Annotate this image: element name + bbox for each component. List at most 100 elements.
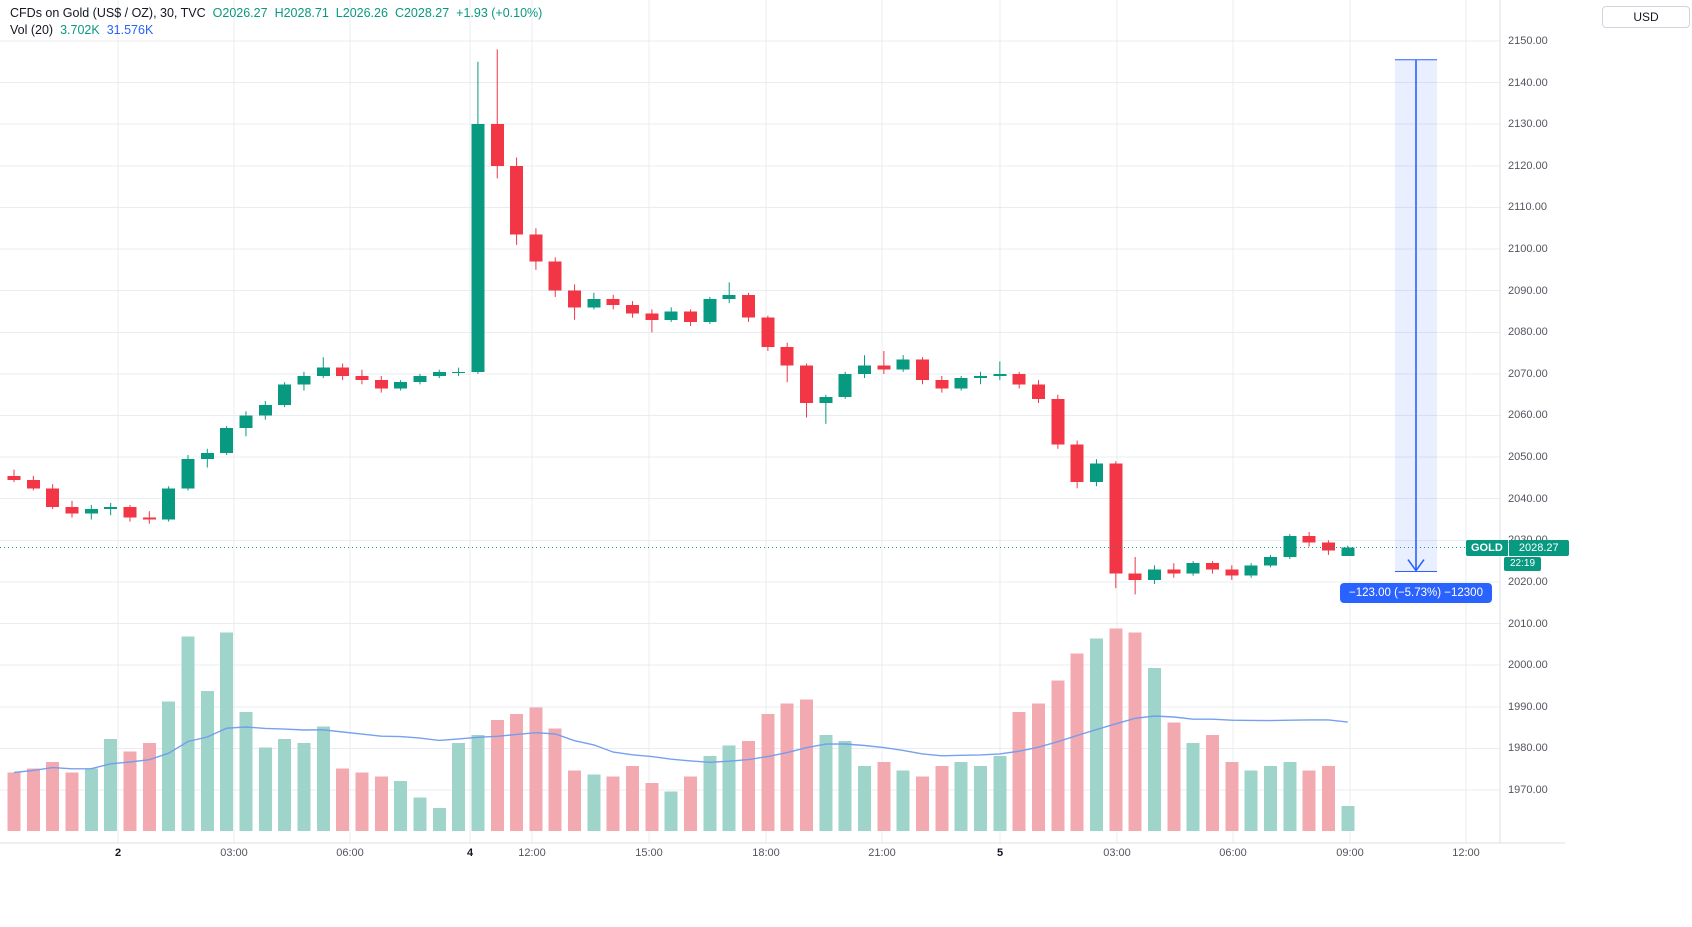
candle (26, 475, 40, 491)
measurement-tool[interactable] (1395, 59, 1437, 573)
candle (606, 294, 620, 310)
candle (355, 369, 369, 385)
candle (703, 296, 717, 324)
time-tick-label: 12:00 (1452, 847, 1480, 859)
candle (529, 228, 543, 270)
time-tick-label: 21:00 (868, 847, 896, 859)
candle (548, 257, 562, 297)
currency-button-label: USD (1633, 10, 1659, 24)
candle (220, 425, 234, 456)
candle (742, 292, 756, 322)
price-axis[interactable]: 2150.00 2140.00 2130.00 2120.00 2110.00 2100.… (1500, 0, 1565, 843)
volume-bar (26, 768, 40, 831)
volume-bar (452, 743, 466, 831)
volume-bar (1321, 766, 1335, 831)
price-tick-label: 2120.00 (1508, 159, 1548, 172)
candle (1341, 545, 1355, 556)
volume-bar (1225, 762, 1239, 831)
candle (645, 309, 659, 333)
time-tick-label: 09:00 (1336, 847, 1364, 859)
volume-bar (316, 726, 330, 831)
measurement-label[interactable]: −123.00 (−5.73%) −12300 (1340, 582, 1492, 603)
candle (761, 315, 775, 352)
candlesticks (7, 49, 1355, 595)
candle (200, 448, 214, 468)
time-tick-label: 12:00 (518, 847, 546, 859)
candle (162, 486, 176, 522)
volume-indicator-label[interactable]: Vol (20) (10, 23, 54, 37)
volume-bar (1205, 734, 1219, 831)
time-tick-label: 03:00 (220, 847, 248, 859)
volume-bar (46, 762, 60, 831)
volume-bar (529, 707, 543, 831)
candle (1089, 459, 1103, 487)
currency-button[interactable]: USD (1602, 6, 1690, 28)
candle (452, 367, 466, 376)
volume-bar (432, 808, 446, 831)
candle (1186, 561, 1200, 576)
volume-bar (993, 755, 1007, 831)
price-tick-label: 2000.00 (1508, 659, 1548, 672)
price-tick-label: 2110.00 (1508, 201, 1547, 214)
volume-bar (1051, 680, 1065, 831)
volume-bar (645, 782, 659, 831)
volume-bar (1186, 743, 1200, 831)
last-price-badge: GOLD 2028.27 (1466, 539, 1569, 556)
countdown-badge: 22:19 (1504, 556, 1542, 571)
volume-bar (84, 768, 98, 831)
volume-bar (471, 734, 485, 831)
candle (258, 400, 272, 420)
ohlc-low: L2026.26 (335, 6, 388, 20)
candle (1167, 563, 1181, 578)
volume-bar (413, 797, 427, 831)
volume-bar (703, 755, 717, 831)
volume-bar (877, 762, 891, 831)
volume-bar (858, 766, 872, 831)
time-tick-day-label: 5 (996, 847, 1004, 859)
volume-bar (1147, 667, 1161, 831)
volume-bar (142, 743, 156, 831)
volume-bar (1128, 632, 1142, 831)
volume-bar (220, 632, 234, 831)
candle (1109, 461, 1123, 589)
candle (239, 411, 253, 437)
volume-bar (297, 743, 311, 831)
candle (993, 361, 1007, 381)
volume-bar (1109, 628, 1123, 831)
candle (104, 502, 118, 516)
symbol-badge: GOLD (1466, 539, 1508, 556)
candle (1070, 440, 1084, 489)
price-tick-label: 2050.00 (1508, 451, 1548, 464)
volume-bar (490, 720, 504, 831)
volume-bar (606, 776, 620, 831)
volume-bar (935, 766, 949, 831)
ohlc-high: H2028.71 (274, 6, 329, 20)
volume-bar (1244, 770, 1258, 831)
candle (1051, 394, 1065, 449)
chart-legend: CFDs on Gold (US$ / OZ), 30, TVC O2026.27… (10, 5, 542, 39)
volume-bar (1031, 703, 1045, 831)
candle (278, 382, 292, 408)
candle (780, 342, 794, 383)
time-tick-label: 15:00 (635, 847, 663, 859)
candle (1283, 534, 1297, 560)
candle (1263, 554, 1277, 568)
volume-bar (819, 734, 833, 831)
candle (587, 292, 601, 310)
price-tick-label: 2040.00 (1508, 492, 1548, 505)
volume-bar (104, 739, 118, 831)
candle (142, 511, 156, 524)
candle (394, 380, 408, 391)
volume-bar (722, 745, 736, 831)
volume-bar (258, 747, 272, 831)
volume-legend-row: Vol (20) 3.702K 31.576K (10, 22, 542, 39)
volume-bar (684, 776, 698, 831)
price-tick-label: 1990.00 (1508, 700, 1548, 713)
volume-bar (1070, 653, 1084, 831)
candle (1205, 561, 1219, 574)
volume-bar (587, 774, 601, 831)
symbol-title[interactable]: CFDs on Gold (US$ / OZ), 30, TVC (10, 6, 206, 20)
volume-bar (954, 762, 968, 831)
